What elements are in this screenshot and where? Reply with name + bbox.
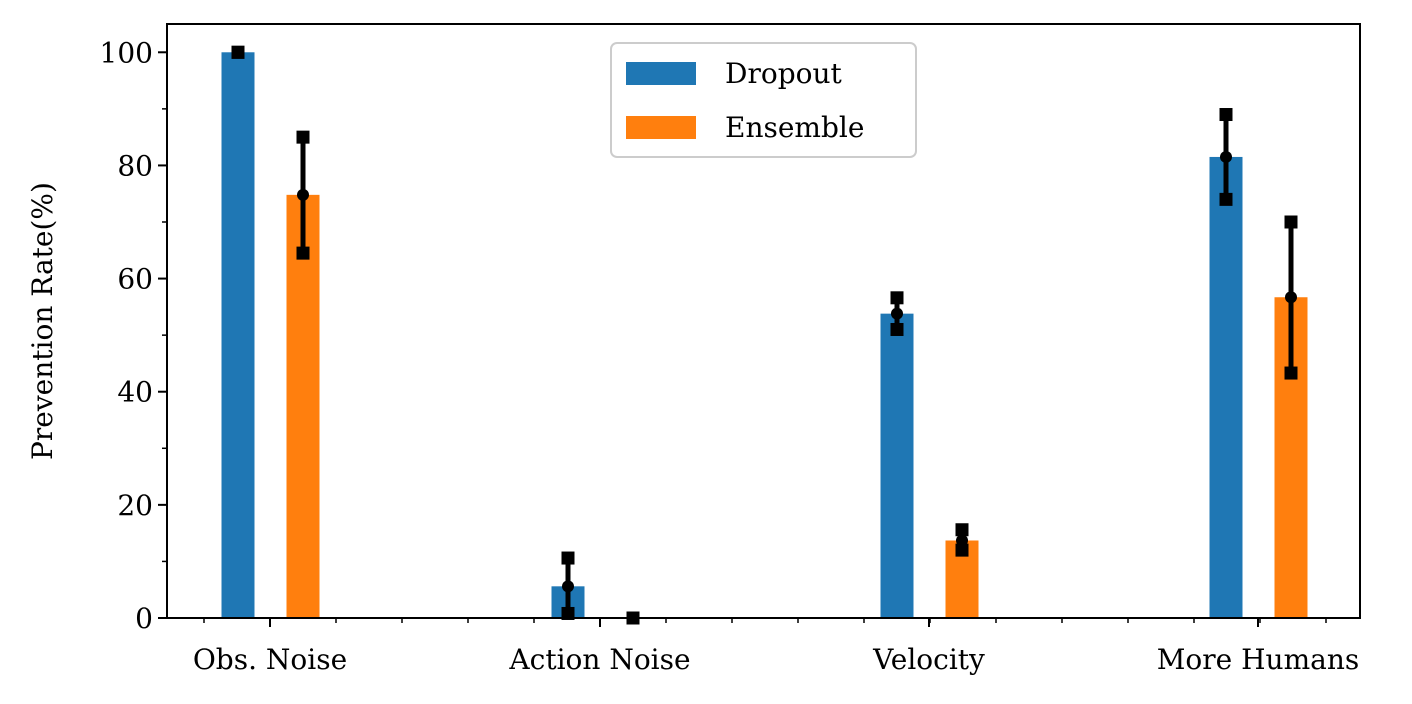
- plot-frame: [166, 23, 1361, 619]
- error-cap-low-dropout-3: [1219, 192, 1233, 206]
- error-mean-dropout-2: [891, 307, 903, 320]
- legend-label-ensemble: Ensemble: [725, 111, 864, 144]
- error-mean-dropout-3: [1220, 150, 1232, 163]
- legend-swatch-ensemble: [626, 116, 696, 139]
- bars: [221, 52, 1308, 619]
- error-cap-high-ensemble-3: [1284, 215, 1298, 229]
- legend-swatch-dropout: [626, 62, 696, 85]
- error-cap-high-ensemble-2: [955, 523, 969, 537]
- error-mean-ensemble-3: [1285, 291, 1297, 304]
- bar-dropout-2: [880, 313, 914, 618]
- error-bars: [231, 45, 1298, 625]
- error-mean-dropout-1: [562, 580, 574, 593]
- x-tick-label-2: Velocity: [872, 643, 985, 676]
- error-cap-low-ensemble-2: [955, 543, 969, 557]
- bar-ensemble-0: [286, 194, 320, 619]
- y-tick-label-20: 20: [117, 489, 153, 522]
- y-tick-label-80: 80: [117, 149, 153, 182]
- legend: Dropout Ensemble: [610, 42, 917, 158]
- error-cap-high-dropout-3: [1219, 108, 1233, 122]
- error-cap-low-ensemble-0: [296, 246, 310, 260]
- error-cap-low-dropout-0: [231, 45, 245, 59]
- error-cap-high-dropout-1: [561, 551, 575, 565]
- y-tick-label-100: 100: [100, 36, 153, 69]
- axes: 0 20 40 60 80 100 Obs. Noise Action Noise Veloci…: [100, 23, 1361, 676]
- error-mean-ensemble-0: [297, 188, 309, 201]
- bar-dropout-0: [221, 52, 255, 619]
- x-tick-label-0: Obs. Noise: [193, 643, 347, 676]
- error-cap-low-dropout-2: [890, 322, 904, 336]
- error-cap-high-dropout-2: [890, 291, 904, 305]
- x-tick-label-1: Action Noise: [508, 643, 690, 676]
- bar-dropout-3: [1209, 156, 1243, 618]
- error-mean-ensemble-2: [956, 534, 968, 547]
- y-tick-label-0: 0: [135, 602, 153, 635]
- error-cap-high-ensemble-0: [296, 130, 310, 144]
- y-tick-label-60: 60: [117, 263, 153, 296]
- error-cap-low-ensemble-3: [1284, 366, 1298, 380]
- y-axis-label: Prevention Rate(%): [26, 182, 59, 460]
- y-tick-label-40: 40: [117, 376, 153, 409]
- legend-label-dropout: Dropout: [725, 57, 843, 90]
- x-tick-label-3: More Humans: [1157, 643, 1359, 676]
- error-cap-low-dropout-1: [561, 606, 575, 620]
